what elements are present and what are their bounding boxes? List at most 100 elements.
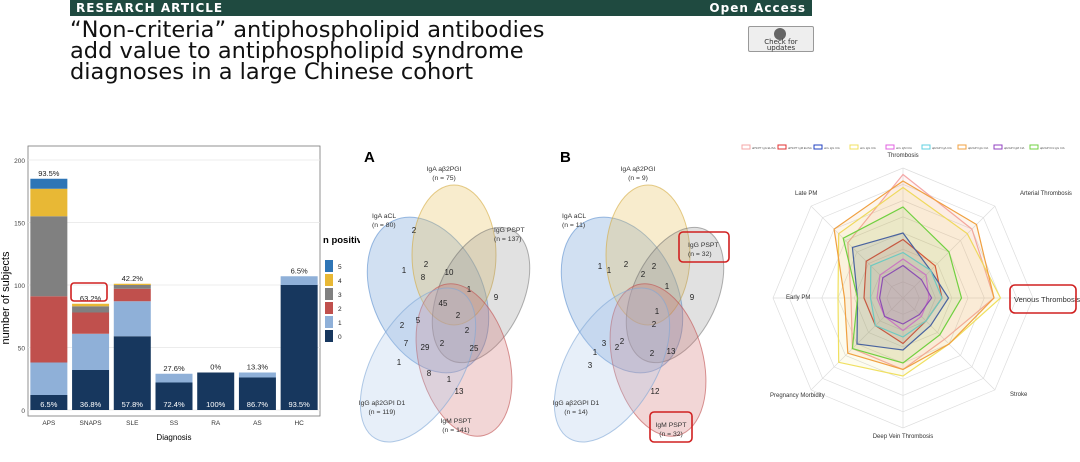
radar-axis-label: Venous Thrombosis	[1014, 295, 1080, 304]
y-tick-label: 100	[14, 283, 25, 290]
legend-swatch	[325, 260, 333, 272]
radar-series-polygon	[878, 264, 933, 325]
venn-set-count: (n = 14)	[564, 409, 588, 416]
bar-bottom-label: 6.5%	[40, 400, 57, 409]
venn-region-count: 1	[467, 285, 472, 294]
radar-chart: aPS/PT IgG ELISA aPS/PT IgM ELISA aCL IgG …	[741, 144, 1080, 440]
venn-diagram-b: B IgA aCL (n = 11) IgA aβ2PGI (n = 9) IgG PS…	[553, 149, 730, 443]
bar-segment	[30, 395, 68, 410]
venn-region-count: 1	[607, 266, 612, 275]
bar-top-label: 27.6%	[163, 364, 185, 373]
x-axis-label: Diagnosis	[156, 433, 191, 442]
venn-set-name: IgG aβ2GPI D1	[359, 400, 406, 407]
bar-segment	[238, 372, 276, 378]
venn-region-count: 3	[588, 361, 593, 370]
legend-swatch	[325, 274, 333, 286]
venn-region-count: 2	[440, 339, 445, 348]
bar-segment	[197, 372, 235, 410]
x-tick-label: SLE	[126, 420, 139, 427]
radar-axis-label: Late PM	[795, 191, 817, 197]
x-tick-label: AS	[253, 420, 262, 427]
venn-region-count: 2	[641, 270, 646, 279]
legend-label: 0	[338, 334, 342, 341]
radar-legend-label: aCL IgG CIA	[824, 146, 840, 150]
igm-pspt-highlight-box	[649, 411, 693, 443]
radar-legend-swatch	[849, 144, 859, 150]
venn-set-count: (n = 137)	[494, 236, 521, 243]
bar-bottom-label: 100%	[206, 400, 226, 409]
venn-set-name: IgA aβ2PGI	[427, 166, 462, 173]
venn-region-count: 9	[494, 293, 499, 302]
venn-set-name: IgA aβ2PGI	[621, 166, 656, 173]
venn-region-count: 9	[690, 293, 695, 302]
bar-top-label: 0%	[210, 363, 221, 372]
venn-region-count: 1	[447, 375, 452, 384]
venn-region-count: 8	[427, 369, 432, 378]
venn-region-count: 2	[652, 320, 657, 329]
venn-region-count: 1	[598, 262, 603, 271]
x-tick-label: RA	[211, 420, 221, 427]
y-tick-label: 200	[14, 158, 25, 165]
radar-series-polygon	[851, 232, 950, 351]
bar-segment	[72, 303, 110, 307]
check-updates-text-2: updates	[766, 44, 796, 52]
section-label: RESEARCH ARTICLE	[76, 1, 224, 15]
open-access-label: Open Access	[709, 1, 806, 15]
legend-label: 5	[338, 264, 342, 271]
venn-set-name: IgM PSPT	[656, 422, 687, 429]
venn-region-count: 8	[421, 273, 426, 282]
venn-set-count: (n = 119)	[369, 409, 396, 416]
venn-set-count: (n = 11)	[562, 222, 585, 229]
venn-set-count: (n = 32)	[688, 251, 712, 258]
bar-segment	[113, 301, 151, 337]
venn-region-count: 2	[412, 226, 417, 235]
radar-axis-label: Arterial Thrombosis	[1020, 191, 1072, 197]
radar-axis-label: Stroke	[1010, 392, 1028, 398]
radar-legend-swatch	[1029, 144, 1039, 150]
radar-legend-swatch	[777, 144, 787, 150]
radar-series-polygon	[842, 206, 963, 364]
bar-segment	[280, 276, 318, 285]
bar-segment	[155, 382, 193, 410]
radar-series-polygon	[833, 180, 995, 371]
bar-bottom-label: 36.8%	[80, 400, 102, 409]
radar-legend-swatch	[921, 144, 931, 150]
bar-segment	[72, 370, 110, 410]
venn-region-count: 10	[445, 268, 454, 277]
bar-segment	[30, 296, 68, 363]
venn-region-count: 45	[439, 299, 448, 308]
panel-label-b: B	[560, 149, 571, 166]
bar-segment	[30, 178, 68, 189]
legend-label: 4	[338, 278, 342, 285]
venn-set-name: IgG aβ2GPI D1	[553, 400, 600, 407]
title-line-2: add value to antiphospholipid syndrome	[70, 38, 524, 64]
venn-set-name: IgA aCL	[562, 213, 586, 220]
bar-bottom-label: 72.4%	[163, 400, 185, 409]
igg-pspt-highlight-box	[678, 231, 730, 263]
bar-bottom-label: 57.8%	[122, 400, 144, 409]
check-updates-icon	[774, 28, 786, 40]
radar-axis-label: Deep Vein Thrombosis	[873, 434, 934, 440]
legend-swatch	[325, 288, 333, 300]
radar-legend-swatch	[993, 144, 1003, 150]
radar-series-polygon	[876, 258, 930, 332]
radar-legend-swatch	[741, 144, 751, 150]
article-title: “Non-criteria” antiphospholipid antibodi…	[70, 19, 710, 84]
legend-label: 1	[338, 320, 342, 327]
bar-segment	[113, 288, 151, 302]
legend-label: 3	[338, 292, 342, 299]
venn-set-name: IgM PSPT	[441, 418, 472, 425]
venn-region-count: 1	[593, 348, 598, 357]
radar-legend-label: aβ2GPI IgG CIA	[968, 146, 988, 150]
radar-legend-label: aβ2GPI IgA CIA	[932, 146, 952, 150]
venn-region-count: 5	[416, 316, 421, 325]
bar-segment	[280, 285, 318, 410]
bar-segment	[113, 283, 151, 285]
article-type-banner: RESEARCH ARTICLE Open Access	[70, 0, 812, 16]
venn-region-count: 2	[620, 337, 625, 346]
check-for-updates-button[interactable]: Check for updates	[748, 26, 814, 52]
venn-set-count: (n = 9)	[628, 175, 648, 182]
bar-segment	[113, 285, 151, 289]
venn-region-count: 13	[455, 387, 464, 396]
venn-region-count: 2	[624, 260, 629, 269]
